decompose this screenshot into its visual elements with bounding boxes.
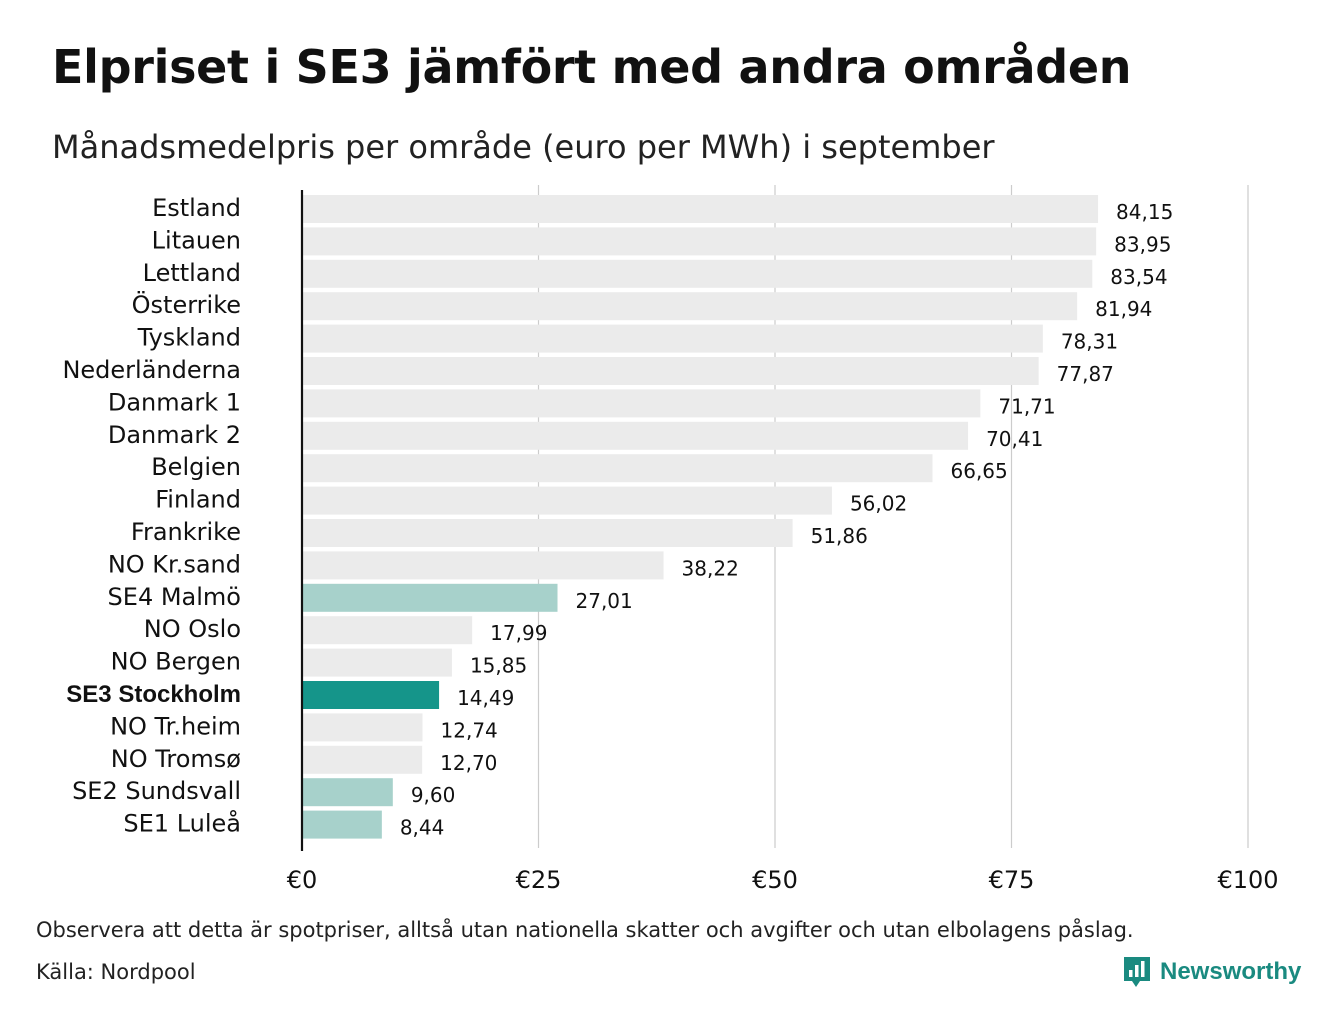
value-label-9: 56,02 [850, 492, 907, 516]
value-label-11: 38,22 [682, 556, 739, 580]
bar-3 [302, 292, 1078, 321]
bar-6 [302, 389, 981, 418]
value-label-15: 14,49 [457, 686, 514, 710]
value-label-7: 70,41 [986, 427, 1043, 451]
value-label-19: 8,44 [400, 816, 445, 840]
newsworthy-bar-chart-icon [1124, 957, 1150, 987]
x-axis-ticks: €0 €25 €50 €75 €100 [287, 866, 1279, 894]
bar-1 [302, 227, 1097, 256]
chart-subtitle: Månadsmedelpris per område (euro per MWh… [52, 128, 995, 166]
bar-15 [302, 681, 440, 709]
x-tick-label-75: €75 [989, 866, 1035, 894]
x-tick-label-100: €100 [1217, 866, 1278, 894]
value-label-6: 71,71 [998, 394, 1055, 418]
value-label-2: 83,54 [1110, 265, 1167, 289]
category-label-4: Tyskland [137, 324, 241, 352]
bar-chart: Estland Litauen Lettland Österrike Tyskland N… [62, 185, 1279, 894]
category-label-19: SE1 Luleå [123, 809, 241, 838]
category-label-12: SE4 Malmö [108, 583, 241, 611]
value-label-14: 15,85 [470, 654, 527, 678]
bar-8 [302, 454, 933, 483]
category-label-2: Lettland [143, 259, 241, 287]
category-label-18: SE2 Sundsvall [72, 777, 241, 805]
category-label-13: NO Oslo [144, 615, 241, 643]
value-label-0: 84,15 [1116, 200, 1173, 224]
bar-7 [302, 421, 969, 450]
value-label-10: 51,86 [811, 524, 868, 548]
category-label-17: NO Tromsø [111, 745, 241, 773]
value-label-16: 12,74 [441, 718, 498, 742]
category-label-7: Danmark 2 [108, 421, 241, 449]
bar-11 [302, 551, 664, 580]
category-label-15: SE3 Stockholm [66, 681, 241, 708]
category-label-3: Österrike [132, 290, 241, 319]
bar-12 [302, 583, 558, 612]
category-label-16: NO Tr.heim [110, 712, 241, 740]
category-label-0: Estland [152, 194, 241, 222]
x-tick-label-50: €50 [752, 866, 798, 894]
value-label-17: 12,70 [440, 751, 497, 775]
value-label-12: 27,01 [576, 589, 633, 613]
value-label-8: 66,65 [951, 459, 1008, 483]
value-label-1: 83,95 [1114, 232, 1171, 256]
bar-4 [302, 324, 1043, 353]
footnote: Observera att detta är spotpriser, allts… [36, 918, 1134, 942]
value-label-18: 9,60 [411, 783, 456, 807]
newsworthy-logo: Newsworthy [1122, 955, 1301, 989]
category-label-14: NO Bergen [111, 648, 241, 676]
bar-9 [302, 486, 832, 515]
bar-14 [302, 648, 452, 677]
bar-2 [302, 259, 1093, 288]
category-label-11: NO Kr.sand [108, 550, 241, 578]
bar-18 [302, 778, 393, 807]
source-text: Källa: Nordpool [36, 960, 196, 984]
value-label-13: 17,99 [490, 621, 547, 645]
bar-17 [302, 745, 423, 774]
x-tick-label-25: €25 [516, 866, 562, 894]
category-label-10: Frankrike [131, 518, 241, 546]
category-label-8: Belgien [151, 453, 241, 481]
bar-19 [302, 810, 382, 839]
value-label-5: 77,87 [1057, 362, 1114, 386]
value-label-3: 81,94 [1095, 297, 1152, 321]
bar-13 [302, 616, 473, 645]
logo-text: Newsworthy [1160, 958, 1302, 985]
bar-5 [302, 357, 1039, 385]
bars [302, 195, 1099, 839]
category-labels: Estland Litauen Lettland Österrike Tyskland N… [62, 194, 241, 838]
category-label-5: Nederländerna [62, 356, 241, 384]
category-label-6: Danmark 1 [108, 388, 241, 416]
category-label-9: Finland [155, 486, 241, 514]
category-label-1: Litauen [152, 226, 241, 254]
bar-10 [302, 519, 793, 547]
bar-0 [302, 195, 1099, 223]
chart-title: Elpriset i SE3 jämfört med andra områden [52, 40, 1132, 94]
x-tick-label-0: €0 [287, 866, 318, 894]
bar-16 [302, 713, 423, 742]
value-label-4: 78,31 [1061, 330, 1118, 354]
